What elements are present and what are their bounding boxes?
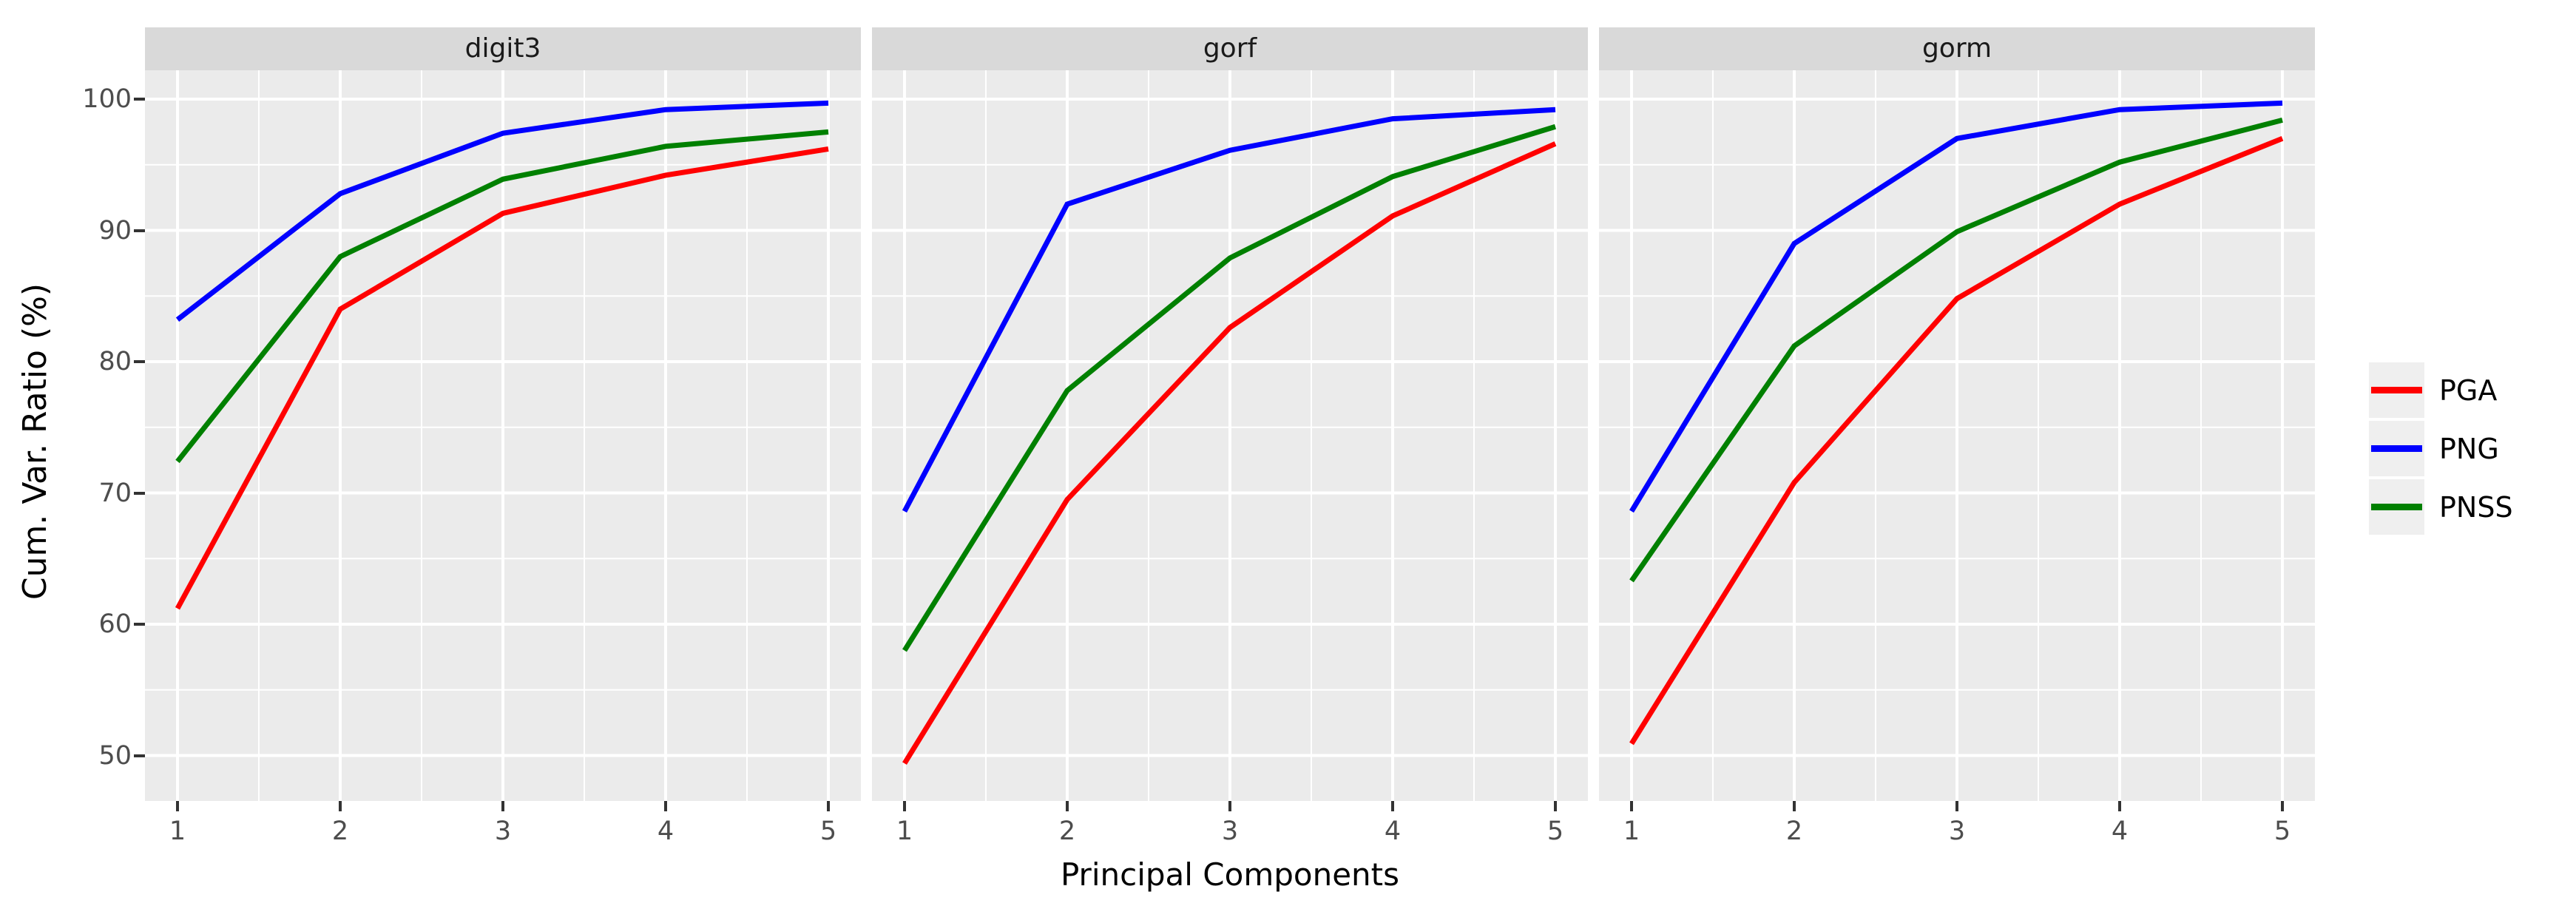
legend-key-pnss bbox=[2369, 479, 2424, 535]
x-tick-label: 2 bbox=[1785, 817, 1803, 846]
series-line-png bbox=[1629, 100, 2283, 513]
x-tick-mark bbox=[827, 801, 830, 811]
series-line-pnss bbox=[902, 124, 1557, 652]
series-line-pnss bbox=[1629, 118, 2283, 583]
y-tick-label: 100 bbox=[82, 84, 132, 114]
x-tick-label: 2 bbox=[1058, 817, 1076, 846]
legend-key-png bbox=[2369, 421, 2424, 476]
y-axis-title: Cum. Var. Ratio (%) bbox=[16, 283, 54, 601]
panel-plot-area bbox=[872, 70, 1588, 801]
x-tick-mark bbox=[903, 801, 906, 811]
x-tick-mark bbox=[339, 801, 342, 811]
y-tick-mark bbox=[134, 754, 145, 757]
x-tick-mark bbox=[1793, 801, 1796, 811]
series-line-pnss bbox=[175, 129, 829, 464]
y-tick-mark bbox=[134, 491, 145, 495]
x-tick-label: 3 bbox=[494, 817, 512, 846]
legend-item-pnss: PNSS bbox=[2369, 479, 2513, 535]
x-tick-label: 1 bbox=[896, 817, 913, 846]
legend-item-pga: PGA bbox=[2369, 362, 2513, 418]
facet-panel-digit3 bbox=[145, 70, 861, 801]
x-tick-mark bbox=[176, 801, 179, 811]
y-tick-label: 70 bbox=[98, 478, 132, 508]
legend-label-pga: PGA bbox=[2439, 373, 2498, 407]
legend-label-png: PNG bbox=[2439, 432, 2499, 465]
series-line-pga bbox=[902, 141, 1557, 765]
y-tick-label: 50 bbox=[98, 740, 132, 771]
x-tick-mark bbox=[2281, 801, 2284, 811]
facet-panel-gorm bbox=[1599, 70, 2315, 801]
pga-line-swatch-icon bbox=[2371, 387, 2422, 393]
x-tick-label: 5 bbox=[1546, 817, 1564, 846]
x-tick-mark bbox=[1228, 801, 1231, 811]
legend-label-pnss: PNSS bbox=[2439, 490, 2513, 524]
x-tick-label: 4 bbox=[2111, 817, 2129, 846]
y-tick-mark bbox=[134, 229, 145, 232]
x-tick-mark bbox=[2118, 801, 2121, 811]
x-tick-label: 3 bbox=[1948, 817, 1966, 846]
x-axis-title: Principal Components bbox=[1060, 856, 1400, 893]
y-tick-label: 80 bbox=[98, 347, 132, 376]
series-line-pga bbox=[1629, 136, 2284, 746]
y-tick-mark bbox=[134, 360, 145, 363]
facet-panel-gorf bbox=[872, 70, 1588, 801]
y-tick-mark bbox=[134, 98, 145, 101]
y-tick-label: 90 bbox=[98, 215, 132, 246]
pnss-line-swatch-icon bbox=[2371, 504, 2422, 510]
x-tick-label: 5 bbox=[819, 817, 837, 846]
legend-item-png: PNG bbox=[2369, 421, 2513, 476]
x-tick-label: 2 bbox=[331, 817, 349, 846]
x-tick-label: 5 bbox=[2274, 817, 2291, 846]
panel-plot-area bbox=[1599, 70, 2315, 801]
facet-strip-gorm: gorm bbox=[1599, 27, 2315, 70]
x-tick-label: 1 bbox=[1623, 817, 1640, 846]
x-tick-mark bbox=[1066, 801, 1069, 811]
y-tick-mark bbox=[134, 623, 145, 626]
legend: PGA PNG PNSS bbox=[2369, 362, 2513, 538]
legend-key-pga bbox=[2369, 362, 2424, 418]
x-tick-mark bbox=[1391, 801, 1394, 811]
x-tick-label: 1 bbox=[169, 817, 186, 846]
series-line-png bbox=[902, 107, 1556, 513]
x-tick-label: 4 bbox=[657, 817, 675, 846]
series-line-png bbox=[175, 100, 829, 322]
png-line-swatch-icon bbox=[2371, 445, 2422, 452]
panel-plot-area bbox=[145, 70, 861, 801]
y-tick-label: 60 bbox=[98, 609, 132, 639]
series-line-pga bbox=[175, 146, 829, 610]
x-tick-mark bbox=[1955, 801, 1958, 811]
facet-strip-gorf: gorf bbox=[872, 27, 1588, 70]
x-tick-mark bbox=[501, 801, 504, 811]
facet-strip-digit3: digit3 bbox=[145, 27, 861, 70]
x-tick-label: 4 bbox=[1384, 817, 1402, 846]
x-tick-mark bbox=[664, 801, 667, 811]
x-tick-mark bbox=[1554, 801, 1557, 811]
x-tick-mark bbox=[1630, 801, 1633, 811]
x-tick-label: 3 bbox=[1221, 817, 1239, 846]
